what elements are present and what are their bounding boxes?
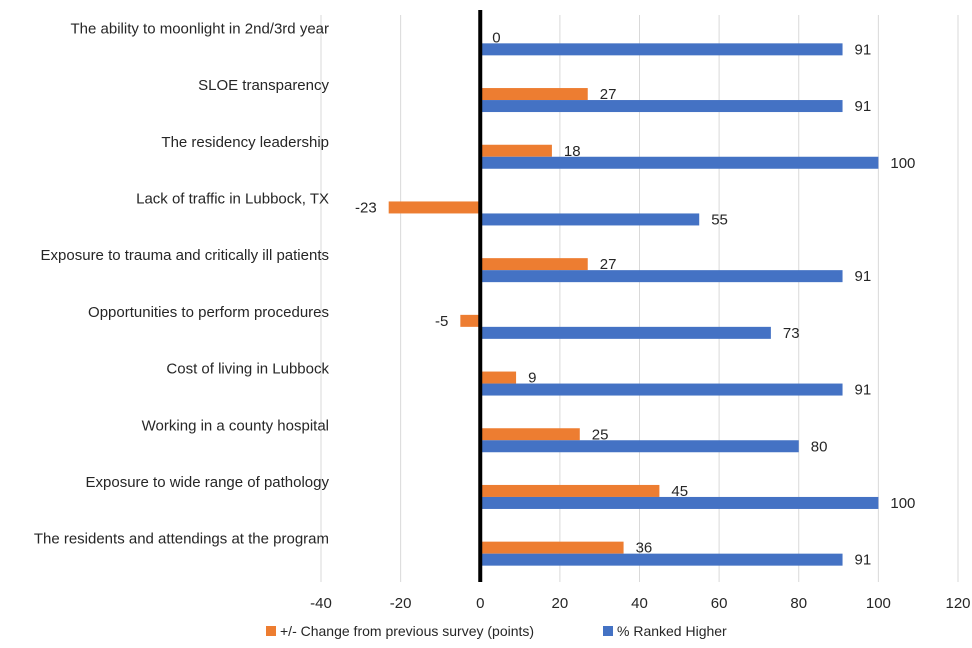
category-label: Exposure to trauma and critically ill pa… <box>41 247 329 264</box>
x-tick-label: -20 <box>390 595 412 612</box>
data-label: 91 <box>855 268 872 285</box>
x-tick-label: 100 <box>866 595 891 612</box>
data-label: 91 <box>855 382 872 399</box>
x-tick-label: 0 <box>476 595 484 612</box>
legend-swatch-change <box>266 626 276 636</box>
data-label: 80 <box>811 438 828 455</box>
x-tick-label: 40 <box>631 595 648 612</box>
legend-swatch-ranked-higher <box>603 626 613 636</box>
bar-change <box>460 314 481 327</box>
data-label: 55 <box>711 211 728 228</box>
bar-change <box>480 258 588 271</box>
bar-ranked-higher <box>480 156 879 169</box>
bar-change <box>480 88 588 101</box>
data-label: 27 <box>600 86 617 103</box>
bar-ranked-higher <box>480 213 700 226</box>
category-label: Cost of living in Lubbock <box>166 361 329 378</box>
category-label: Opportunities to perform procedures <box>88 304 329 321</box>
category-label: Working in a county hospital <box>142 417 329 434</box>
data-label: 9 <box>528 370 536 387</box>
data-label: 0 <box>492 29 500 46</box>
category-label: The residency leadership <box>161 134 329 151</box>
bar-change <box>480 541 624 554</box>
bar-change <box>480 428 580 441</box>
x-tick-label: 20 <box>552 595 569 612</box>
legend-label-ranked-higher: % Ranked Higher <box>617 623 727 639</box>
data-label: 45 <box>671 483 688 500</box>
data-label: 25 <box>592 426 609 443</box>
data-label: -5 <box>435 313 448 330</box>
bar-change <box>480 371 517 384</box>
bar-ranked-higher <box>480 440 799 453</box>
data-label: 91 <box>855 98 872 115</box>
bar-change <box>480 484 660 497</box>
x-tick-label: -40 <box>310 595 332 612</box>
data-label: 100 <box>890 155 915 172</box>
data-label: 73 <box>783 325 800 342</box>
data-label: 18 <box>564 143 581 160</box>
bar-change <box>480 144 552 157</box>
bar-ranked-higher <box>480 270 843 283</box>
x-tick-label: 120 <box>945 595 970 612</box>
bar-ranked-higher <box>480 383 843 396</box>
bar-ranked-higher <box>480 553 843 566</box>
data-label: 27 <box>600 256 617 273</box>
data-label: 100 <box>890 495 915 512</box>
legend: +/- Change from previous survey (points)… <box>266 623 727 639</box>
x-tick-label: 80 <box>790 595 807 612</box>
category-label: The ability to moonlight in 2nd/3rd year <box>71 20 329 37</box>
category-label: The residents and attendings at the prog… <box>34 531 329 548</box>
category-label: Exposure to wide range of pathology <box>86 474 330 491</box>
x-tick-label: 60 <box>711 595 728 612</box>
bar-change <box>388 201 481 214</box>
bar-ranked-higher <box>480 43 843 56</box>
data-label: 91 <box>855 41 872 58</box>
data-label: -23 <box>355 199 377 216</box>
data-label: 36 <box>636 540 653 557</box>
legend-label-change: +/- Change from previous survey (points) <box>280 623 534 639</box>
category-label: Lack of traffic in Lubbock, TX <box>136 190 329 207</box>
bar-ranked-higher <box>480 496 879 509</box>
labels: -40 -20 0 20 40 60 80 100 120 The ability to moon… <box>34 20 971 612</box>
data-label: 91 <box>855 552 872 569</box>
bar-ranked-higher <box>480 326 771 339</box>
category-label: SLOE transparency <box>198 77 329 94</box>
bars <box>388 43 879 566</box>
bar-ranked-higher <box>480 100 843 113</box>
